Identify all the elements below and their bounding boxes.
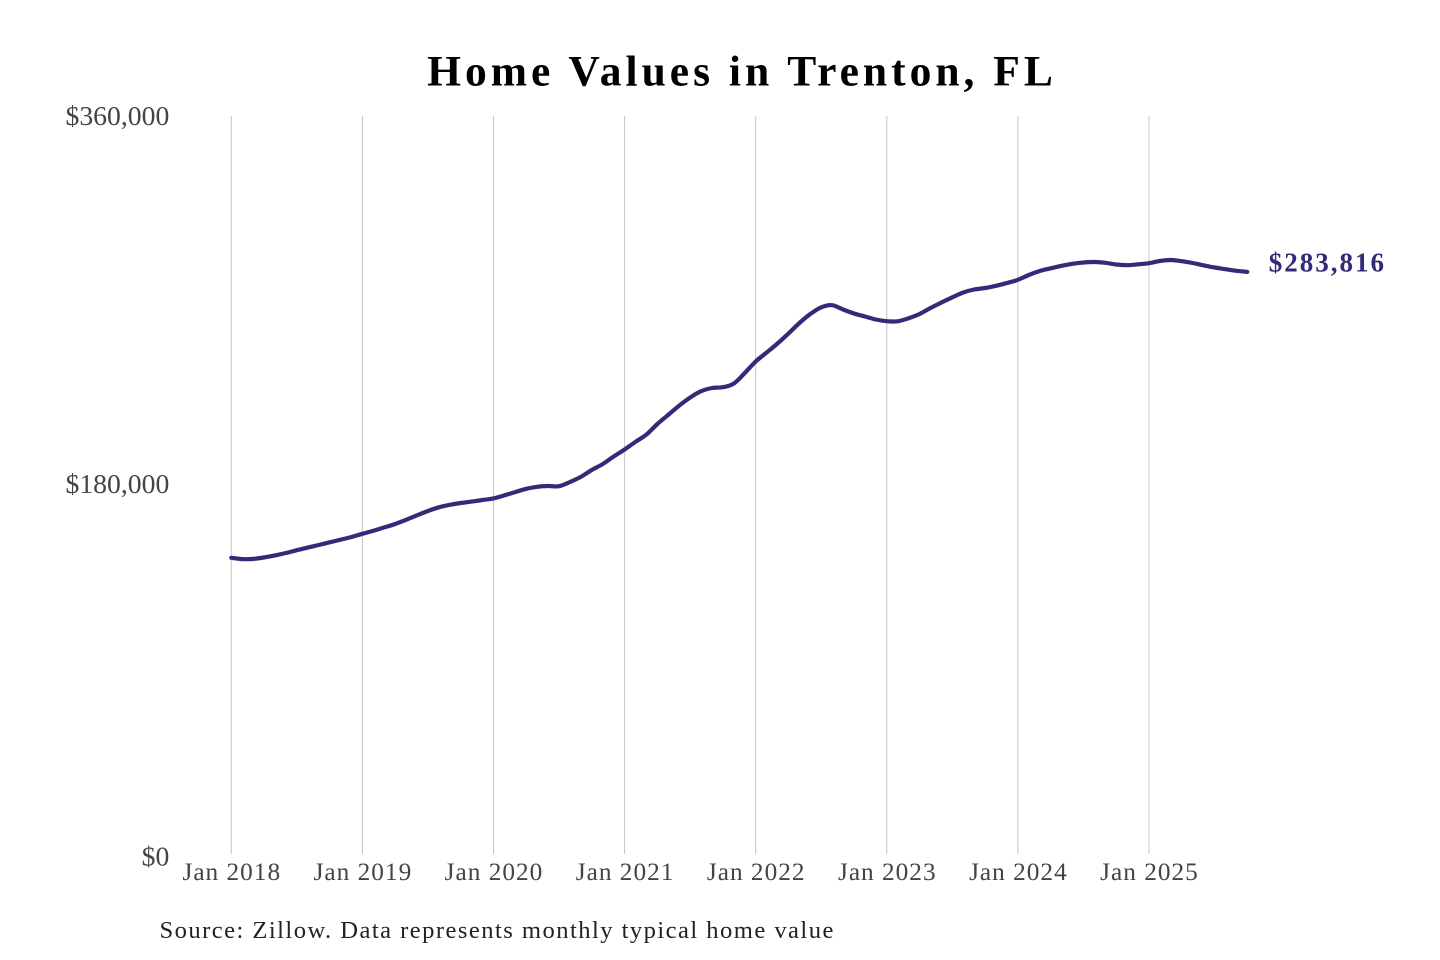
svg-text:Jan 2022: Jan 2022: [707, 858, 806, 886]
svg-text:Jan 2023: Jan 2023: [838, 858, 937, 886]
svg-text:Jan 2019: Jan 2019: [314, 858, 413, 886]
svg-text:Jan 2025: Jan 2025: [1100, 858, 1199, 886]
svg-text:$0: $0: [142, 840, 170, 871]
svg-text:Jan 2018: Jan 2018: [182, 858, 281, 886]
svg-text:Jan 2020: Jan 2020: [445, 858, 544, 886]
svg-text:Jan 2021: Jan 2021: [576, 858, 675, 886]
svg-text:Jan 2024: Jan 2024: [969, 858, 1068, 886]
svg-text:Home Values in Trenton, FL: Home Values in Trenton, FL: [427, 47, 1057, 95]
svg-text:$180,000: $180,000: [65, 468, 169, 499]
svg-text:$283,816: $283,816: [1269, 248, 1386, 278]
svg-text:$360,000: $360,000: [65, 100, 169, 131]
svg-text:Source: Zillow. Data represent: Source: Zillow. Data represents monthly …: [160, 917, 835, 944]
